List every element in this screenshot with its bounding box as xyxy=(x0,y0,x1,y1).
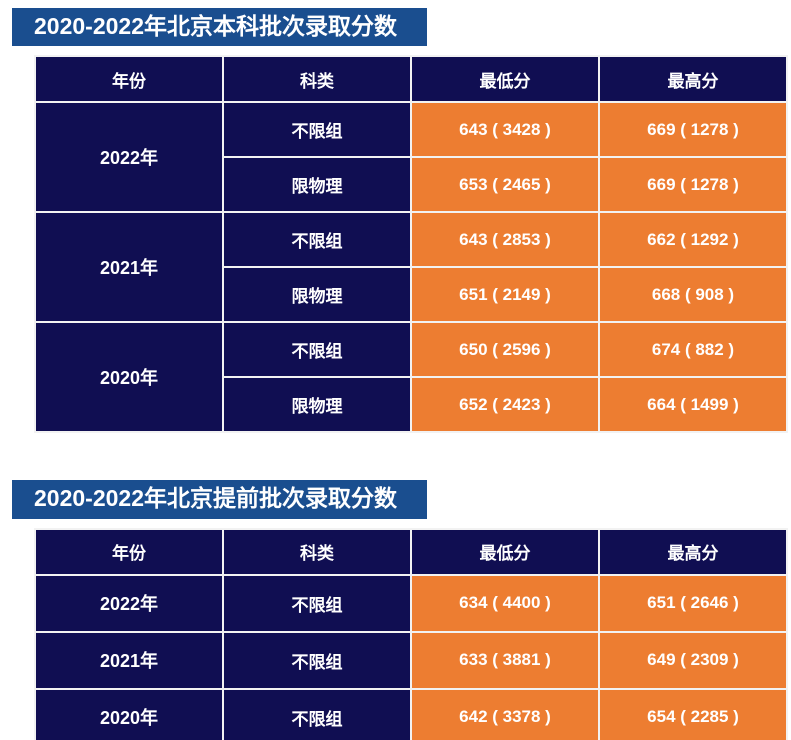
section-benke-batch: 2020-2022年北京本科批次录取分数 年份 科类 最低分 最高分 2022年… xyxy=(12,8,788,434)
header-row: 年份 科类 最低分 最高分 xyxy=(34,55,788,104)
category-cell: 不限组 xyxy=(222,573,412,633)
col-header-min-score: 最低分 xyxy=(410,55,600,104)
table-row: 限物理 653 ( 2465 ) 669 ( 1278 ) xyxy=(35,156,788,214)
year-cell: 2022年 xyxy=(34,573,224,633)
max-score-cell: 664 ( 1499 ) xyxy=(598,376,788,434)
category-cell: 限物理 xyxy=(222,266,412,324)
category-cell: 不限组 xyxy=(222,101,412,159)
section-title-benke: 2020-2022年北京本科批次录取分数 xyxy=(12,8,427,47)
min-score-cell: 651 ( 2149 ) xyxy=(410,266,600,324)
year-cell: 2020年 xyxy=(34,687,224,740)
max-score-cell: 649 ( 2309 ) xyxy=(598,630,788,690)
table-row: 限物理 652 ( 2423 ) 664 ( 1499 ) xyxy=(35,376,788,434)
table-row: 2020年 不限组 642 ( 3378 ) 654 ( 2285 ) xyxy=(34,687,788,740)
min-score-cell: 653 ( 2465 ) xyxy=(410,156,600,214)
table-row: 2021年 不限组 643 ( 2853 ) 662 ( 1292 ) xyxy=(34,211,788,324)
section-title-tiqian: 2020-2022年北京提前批次录取分数 xyxy=(12,480,427,519)
max-score-cell: 651 ( 2646 ) xyxy=(598,573,788,633)
year-cell: 2021年 xyxy=(34,630,224,690)
max-score-cell: 669 ( 1278 ) xyxy=(598,156,788,214)
table-row: 限物理 651 ( 2149 ) 668 ( 908 ) xyxy=(35,266,788,324)
min-score-cell: 643 ( 2853 ) xyxy=(410,211,600,269)
year-cell: 2021年 xyxy=(34,211,224,324)
col-header-min-score: 最低分 xyxy=(410,527,600,576)
table-row: 2022年 不限组 634 ( 4400 ) 651 ( 2646 ) xyxy=(34,573,788,633)
section-tiqian-batch: 2020-2022年北京提前批次录取分数 年份 科类 最低分 最高分 2022年… xyxy=(0,433,791,740)
year-cell: 2020年 xyxy=(34,321,224,434)
max-score-cell: 654 ( 2285 ) xyxy=(598,687,788,740)
min-score-cell: 652 ( 2423 ) xyxy=(410,376,600,434)
year-cell: 2022年 xyxy=(34,101,224,214)
max-score-cell: 662 ( 1292 ) xyxy=(598,211,788,269)
col-header-year: 年份 xyxy=(34,55,224,104)
col-header-category: 科类 xyxy=(222,55,412,104)
min-score-cell: 643 ( 3428 ) xyxy=(410,101,600,159)
table-row: 2021年 不限组 633 ( 3881 ) 649 ( 2309 ) xyxy=(34,630,788,690)
category-cell: 限物理 xyxy=(222,376,412,434)
category-cell: 不限组 xyxy=(222,321,412,379)
col-header-max-score: 最高分 xyxy=(598,55,788,104)
benke-score-table: 年份 科类 最低分 最高分 2022年 不限组 643 ( 3428 ) 669… xyxy=(34,55,788,434)
category-cell: 不限组 xyxy=(222,687,412,740)
col-header-category: 科类 xyxy=(222,527,412,576)
category-cell: 不限组 xyxy=(222,211,412,269)
max-score-cell: 674 ( 882 ) xyxy=(598,321,788,379)
col-header-year: 年份 xyxy=(34,527,224,576)
header-row: 年份 科类 最低分 最高分 xyxy=(34,527,788,576)
tiqian-score-table: 年份 科类 最低分 最高分 2022年 不限组 634 ( 4400 ) 651… xyxy=(34,527,788,740)
category-cell: 不限组 xyxy=(222,630,412,690)
table-row: 2022年 不限组 643 ( 3428 ) 669 ( 1278 ) xyxy=(34,101,788,214)
max-score-cell: 669 ( 1278 ) xyxy=(598,101,788,159)
col-header-max-score: 最高分 xyxy=(598,527,788,576)
min-score-cell: 650 ( 2596 ) xyxy=(410,321,600,379)
min-score-cell: 634 ( 4400 ) xyxy=(410,573,600,633)
max-score-cell: 668 ( 908 ) xyxy=(598,266,788,324)
category-cell: 限物理 xyxy=(222,156,412,214)
min-score-cell: 633 ( 3881 ) xyxy=(410,630,600,690)
min-score-cell: 642 ( 3378 ) xyxy=(410,687,600,740)
table-row: 2020年 不限组 650 ( 2596 ) 674 ( 882 ) xyxy=(34,321,788,434)
